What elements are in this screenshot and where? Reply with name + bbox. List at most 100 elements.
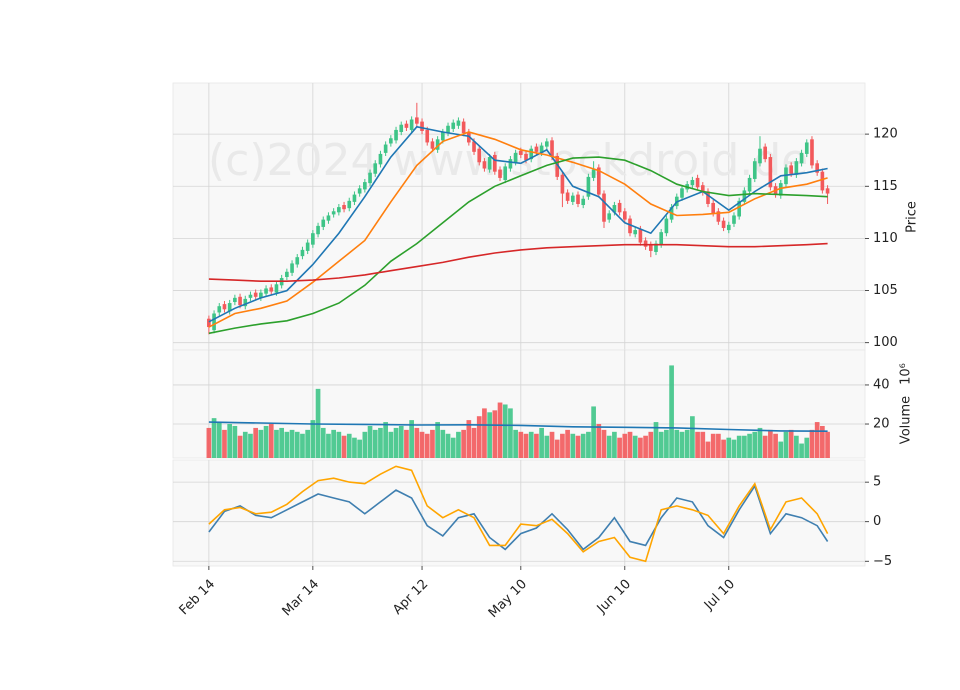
volume-bar <box>430 429 435 458</box>
volume-bar <box>232 425 238 458</box>
candle-body <box>243 298 248 307</box>
candle-body <box>409 119 414 130</box>
volume-bar <box>497 402 503 458</box>
candle-body <box>544 141 549 147</box>
candle-body <box>493 154 497 172</box>
candle-body <box>591 169 596 178</box>
candle-body <box>596 167 601 195</box>
volume-bar <box>716 433 721 458</box>
candle-body <box>264 288 268 294</box>
volume-bar <box>705 441 711 458</box>
candle-body <box>248 294 253 298</box>
candle-body <box>441 132 445 141</box>
candle-body <box>305 242 310 251</box>
volume-bar <box>216 422 222 458</box>
candle-body <box>581 198 586 206</box>
volume-bar <box>700 431 706 458</box>
volume-bar <box>404 429 409 458</box>
panel-background <box>172 459 866 567</box>
candle-body <box>352 194 357 202</box>
volume-bar <box>476 416 482 458</box>
volume-bar <box>783 431 789 458</box>
volume-bar <box>502 404 508 458</box>
candle-body <box>633 230 638 235</box>
line <box>208 421 828 432</box>
candle-body <box>529 148 534 160</box>
volume-bar <box>690 416 695 458</box>
x-tick-label: Jul 10 <box>701 577 738 614</box>
volume-bar <box>513 429 518 458</box>
panel-background <box>172 82 866 351</box>
candle-body <box>487 157 492 170</box>
volume-bar <box>580 433 586 458</box>
candle-body <box>415 117 419 124</box>
candle-body <box>519 150 523 155</box>
candle-body <box>394 129 398 141</box>
candle-body <box>794 161 799 175</box>
candle-body <box>789 165 793 174</box>
candle-body <box>498 169 502 178</box>
volume-bar <box>586 431 591 458</box>
volume-bar <box>523 433 529 458</box>
candle-body <box>607 213 612 220</box>
candle-body <box>622 211 627 220</box>
candle-body <box>326 215 331 221</box>
candle-body <box>539 145 544 153</box>
volume-bar <box>300 433 305 458</box>
volume-bar <box>684 429 690 458</box>
line <box>208 131 828 328</box>
candle-body <box>368 172 372 184</box>
y-tick-label: 20 <box>873 417 890 432</box>
volume-bar <box>747 433 752 458</box>
volume-bar <box>508 408 513 458</box>
volume-bar <box>528 431 534 458</box>
candle-body <box>383 144 388 153</box>
volume-bar <box>248 433 253 458</box>
candle-body <box>217 306 222 313</box>
volume-bar <box>274 429 279 458</box>
volume-bar <box>617 437 622 458</box>
candle-body <box>643 240 648 247</box>
candle-body <box>763 146 767 160</box>
volume-bar <box>773 433 778 458</box>
candle-body <box>207 318 211 328</box>
volume-bar <box>263 425 269 458</box>
candle-body <box>378 153 383 165</box>
volume-bar <box>326 433 331 458</box>
volume-bar <box>669 365 674 458</box>
volume-bar <box>435 422 440 458</box>
candle-body <box>742 190 747 202</box>
candle-body <box>472 141 476 152</box>
volume-bar <box>534 433 539 458</box>
volume-bar <box>560 433 565 458</box>
volume-bar <box>211 418 217 458</box>
candle-body <box>274 284 279 293</box>
candle-body <box>337 207 341 213</box>
candle-body <box>233 297 237 303</box>
line <box>208 242 828 282</box>
volume-bar <box>544 435 550 458</box>
volume-bar <box>643 435 648 458</box>
volume-bar <box>237 435 243 458</box>
candle-body <box>664 218 669 234</box>
volume-bar <box>658 431 664 458</box>
candle-body <box>316 225 320 235</box>
volume-bar <box>825 431 830 458</box>
candle-body <box>456 120 461 126</box>
candle-body <box>513 152 518 163</box>
candle-body <box>300 249 305 257</box>
candle-body <box>810 139 814 166</box>
candle-body <box>430 141 435 149</box>
y-tick-label: 0 <box>873 514 881 529</box>
volume-bar <box>487 412 492 458</box>
volume-bar <box>341 435 347 458</box>
volume-bar <box>222 429 227 458</box>
candle-body <box>721 220 726 228</box>
candle-body <box>227 303 232 312</box>
candle-body <box>706 191 710 204</box>
volume-bar <box>606 435 612 458</box>
y-axis-title: Price <box>905 201 920 233</box>
volume-bar <box>357 439 362 458</box>
volume-bar <box>461 429 466 458</box>
candle-body <box>732 215 736 224</box>
